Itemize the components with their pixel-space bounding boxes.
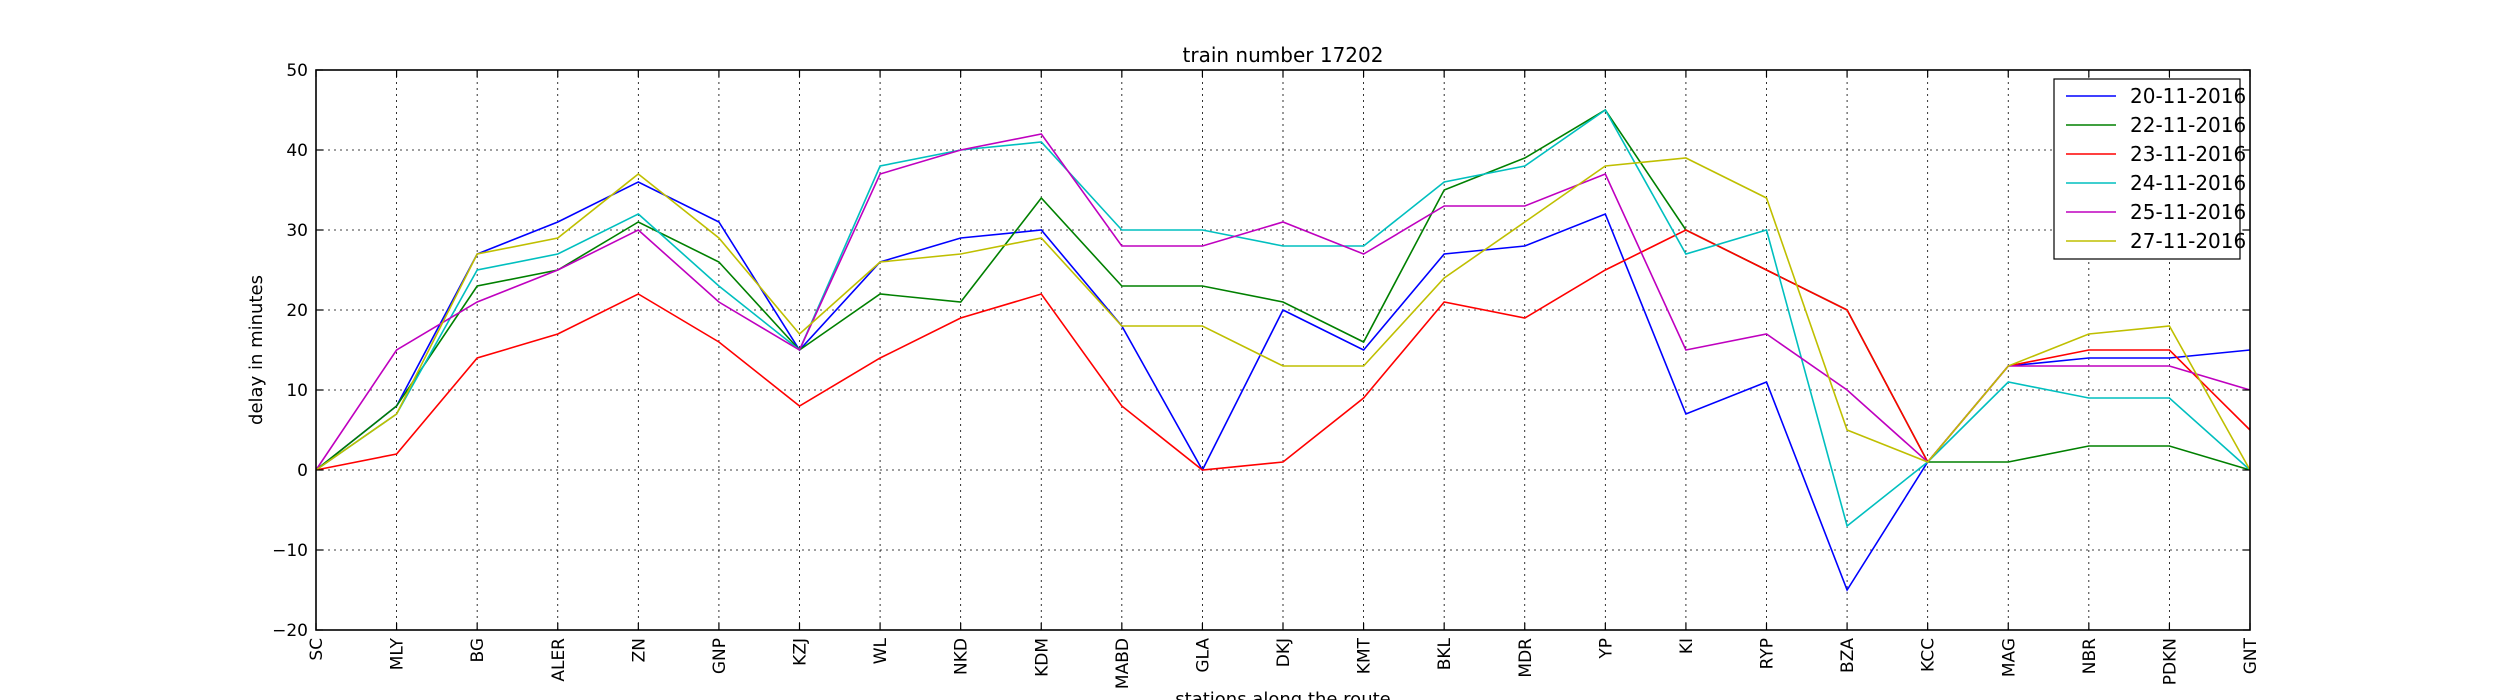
y-tick-label: −20 xyxy=(272,621,308,641)
legend-label: 20-11-2016 xyxy=(2130,84,2246,108)
x-tick-label: SC xyxy=(307,638,327,661)
chart-title: train number 17202 xyxy=(1183,43,1384,67)
y-tick-label: −10 xyxy=(272,541,308,561)
x-tick-label: MLY xyxy=(388,637,408,670)
plot-area xyxy=(316,70,2250,630)
x-tick-label: ZN xyxy=(629,638,649,662)
legend-label: 23-11-2016 xyxy=(2130,142,2246,166)
y-tick-label: 40 xyxy=(286,141,308,161)
x-tick-label: GNP xyxy=(710,638,730,674)
legend-box xyxy=(2053,78,2241,260)
x-tick-label: BKL xyxy=(1435,637,1455,670)
y-tick-label: 30 xyxy=(286,221,308,241)
legend-label: 24-11-2016 xyxy=(2130,171,2246,195)
x-axis-ticks: SC MLY BG ALER ZN GNP KZJ WL NKD KDM MABD GLA DKJ KMT… xyxy=(307,70,2261,689)
y-axis-ticks: −20 −10 0 10 20 30 40 50 xyxy=(272,61,2250,641)
x-tick-label: KDM xyxy=(1032,638,1052,677)
series-line-27-11-2016 xyxy=(315,157,2251,471)
x-tick-label: KCC xyxy=(1919,638,1939,672)
y-tick-label: 20 xyxy=(286,301,308,321)
legend-items: 20-11-2016 22-11-2016 23-11-2016 24-11-2016… xyxy=(2066,84,2246,253)
series-lines xyxy=(315,108,2251,592)
x-tick-label: KI xyxy=(1677,638,1697,654)
legend-label: 27-11-2016 xyxy=(2130,229,2246,253)
legend-label: 22-11-2016 xyxy=(2130,113,2246,137)
x-tick-label: ALER xyxy=(549,638,569,682)
x-tick-label: MDR xyxy=(1516,638,1536,678)
x-tick-label: KMT xyxy=(1355,637,1375,674)
x-tick-label: BZA xyxy=(1838,638,1858,673)
x-tick-label: NBR xyxy=(2080,638,2100,674)
legend: 20-11-2016 22-11-2016 23-11-2016 24-11-2016… xyxy=(2053,78,2246,260)
x-tick-label: GNT xyxy=(2241,637,2261,674)
x-tick-label: KZJ xyxy=(791,638,811,666)
x-tick-label: PDKN xyxy=(2160,638,2180,685)
y-axis-label: delay in minutes xyxy=(246,275,267,425)
x-tick-label: MABD xyxy=(1113,638,1133,689)
legend-label: 25-11-2016 xyxy=(2130,200,2246,224)
y-tick-label: 50 xyxy=(286,61,308,81)
x-tick-label: MAG xyxy=(1999,638,2019,677)
x-axis-label: stations along the route xyxy=(1175,689,1390,700)
x-tick-label: GLA xyxy=(1193,638,1213,673)
x-tick-label: NKD xyxy=(952,638,972,675)
x-tick-label: WL xyxy=(871,637,891,664)
x-tick-label: RYP xyxy=(1758,638,1778,669)
x-tick-label: BG xyxy=(468,638,488,663)
x-tick-label: YP xyxy=(1596,638,1616,660)
x-tick-label: DKJ xyxy=(1274,638,1294,667)
y-tick-label: 0 xyxy=(297,461,308,481)
y-tick-label: 10 xyxy=(286,381,308,401)
